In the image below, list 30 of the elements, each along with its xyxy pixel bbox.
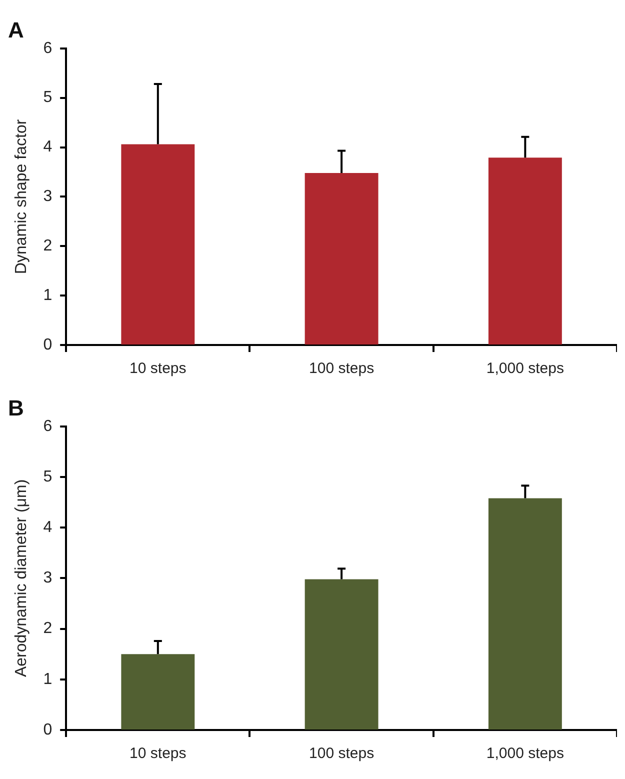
- bar: [121, 144, 195, 344]
- x-tick-label: 100 steps: [309, 360, 374, 378]
- bar: [304, 579, 378, 730]
- x-tick-label: 1,000 steps: [486, 745, 564, 762]
- y-tick-label: 2: [43, 620, 52, 638]
- y-tick-label: 6: [43, 40, 52, 57]
- y-tick-label: 1: [43, 670, 52, 688]
- x-tick-label: 10 steps: [130, 360, 186, 378]
- y-tick-label: 0: [43, 336, 52, 354]
- x-tick-label: 10 steps: [130, 745, 186, 762]
- y-tick-label: 1: [43, 286, 52, 304]
- y-tick-label: 3: [43, 570, 52, 587]
- y-tick-label: 5: [43, 468, 52, 486]
- chart-title: A: [8, 17, 24, 42]
- y-tick-label: 2: [43, 238, 52, 255]
- y-tick-label: 3: [43, 188, 52, 206]
- x-tick-label: 1,000 steps: [486, 360, 564, 378]
- bar: [488, 498, 562, 730]
- y-axis-title: Dynamic shape factor: [13, 118, 30, 274]
- bar: [121, 654, 195, 730]
- x-tick-label: 100 steps: [309, 745, 374, 762]
- y-tick-label: 4: [43, 519, 52, 536]
- y-tick-label: 0: [43, 721, 52, 738]
- y-axis-title: Aerodynamic diameter (μm): [13, 479, 30, 678]
- bar: [488, 158, 562, 344]
- y-tick-label: 4: [43, 138, 52, 156]
- y-tick-label: 5: [43, 89, 52, 106]
- y-tick-label: 6: [43, 418, 52, 435]
- bar: [304, 172, 378, 344]
- chart-title: B: [8, 395, 24, 420]
